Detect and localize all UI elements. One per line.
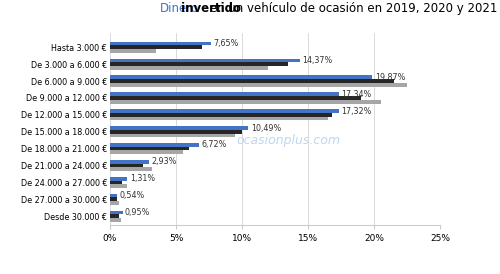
Bar xyxy=(110,59,300,62)
Text: 10,49%: 10,49% xyxy=(251,124,281,133)
Bar xyxy=(110,181,122,184)
Bar xyxy=(110,167,152,171)
Text: 6,72%: 6,72% xyxy=(201,140,226,149)
Text: 14,37%: 14,37% xyxy=(302,56,332,65)
Bar xyxy=(110,143,198,147)
Text: 17,34%: 17,34% xyxy=(342,90,372,99)
Bar xyxy=(110,147,189,150)
Bar xyxy=(110,96,361,100)
Bar xyxy=(110,194,117,198)
Bar xyxy=(110,126,248,130)
Text: 7,65%: 7,65% xyxy=(214,39,238,48)
Bar xyxy=(110,198,116,201)
Text: 2,93%: 2,93% xyxy=(151,157,176,166)
Bar xyxy=(110,218,120,222)
Text: 1,31%: 1,31% xyxy=(130,174,155,183)
Bar xyxy=(110,49,156,53)
Bar xyxy=(110,184,127,188)
Bar xyxy=(110,92,339,96)
Bar xyxy=(110,160,148,164)
Bar xyxy=(110,109,338,113)
Text: en un vehículo de ocasión en 2019, 2020 y 2021: en un vehículo de ocasión en 2019, 2020 … xyxy=(206,2,497,15)
Bar xyxy=(110,164,143,167)
Bar xyxy=(110,45,202,49)
Bar xyxy=(110,134,236,137)
Bar xyxy=(110,177,128,181)
Bar xyxy=(110,214,119,218)
Bar xyxy=(110,150,182,154)
Bar xyxy=(110,79,394,83)
Text: ocasionplus.com: ocasionplus.com xyxy=(236,134,340,147)
Bar xyxy=(110,66,268,70)
Bar xyxy=(110,42,211,45)
Bar xyxy=(110,117,328,120)
Text: 0,54%: 0,54% xyxy=(120,191,145,200)
Text: 0,95%: 0,95% xyxy=(125,208,150,217)
Text: 19,87%: 19,87% xyxy=(374,73,405,82)
Text: Dinero: Dinero xyxy=(160,2,200,15)
Bar xyxy=(110,130,242,134)
Bar xyxy=(110,100,380,104)
Text: 17,32%: 17,32% xyxy=(341,107,372,116)
Bar xyxy=(110,211,122,214)
Bar xyxy=(110,201,119,205)
Bar xyxy=(110,75,372,79)
Bar xyxy=(110,113,332,117)
Bar xyxy=(110,62,288,66)
Text: invertido: invertido xyxy=(178,2,242,15)
Bar xyxy=(110,83,407,87)
